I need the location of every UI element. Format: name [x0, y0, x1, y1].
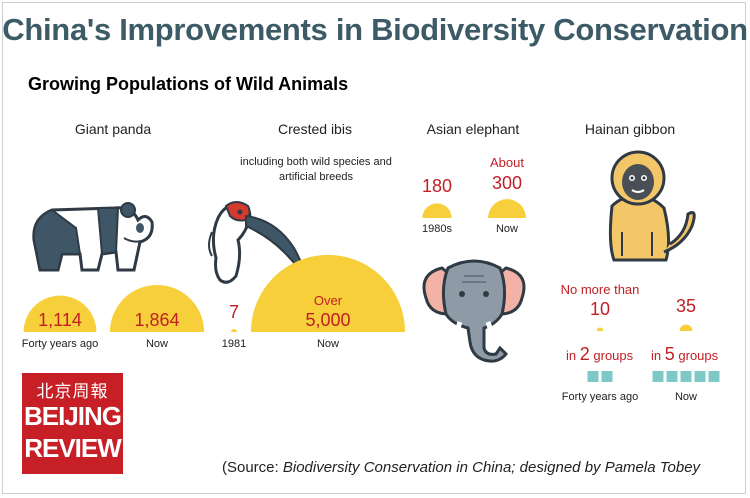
source-italic: Biodiversity Conservation in China; desi… [282, 459, 701, 476]
gibbon-period-then: Forty years ago [561, 391, 639, 403]
gibbon-group-square-then [601, 371, 613, 382]
animal-name-giant-panda: Giant panda [74, 121, 152, 137]
semicircle-asian-elephant-now [488, 199, 526, 218]
gibbon-groups-then-count: 2 [579, 344, 590, 364]
ibis-period-now: Now [316, 338, 340, 350]
elephant-period-then: 1980s [422, 223, 452, 235]
semicircle-giant-panda-then [23, 295, 97, 332]
gibbon-icon [608, 150, 696, 262]
semicircle-hainan-gibbon-then [596, 327, 604, 331]
gibbon-groups-then-in: in [566, 348, 577, 363]
logo-line2: REVIEW [24, 433, 122, 463]
elephant-value-then: 180 [421, 176, 453, 196]
gibbon-groups-now-count: 5 [664, 344, 675, 364]
gibbon-group-square-now [680, 371, 692, 382]
gibbon-prefix-then: No more than [560, 282, 640, 297]
gibbon-group-square-now [666, 371, 678, 382]
gibbon-groups-now: in 5 groups [651, 344, 718, 365]
semicircle-crested-ibis-now [250, 254, 406, 332]
chart-subtitle: Growing Populations of Wild Animals [28, 74, 349, 94]
gibbon-group-square-now [694, 371, 706, 382]
beijing-review-logo: 北京周報 BEIJING REVIEW [22, 373, 123, 474]
source-prefix: (Source: [222, 459, 283, 476]
gibbon-groups-now-word: groups [678, 348, 719, 363]
gibbon-groups-now-in: in [651, 348, 662, 363]
gibbon-value-then: 10 [589, 299, 611, 319]
elephant-prefix-now: About [490, 155, 524, 170]
semicircle-crested-ibis-then [231, 329, 237, 332]
logo-line1: BEIJING [23, 401, 122, 431]
ibis-note: including both wild species and artifici… [240, 156, 392, 183]
semicircle-giant-panda-now [109, 284, 205, 332]
semicircle-hainan-gibbon-now [679, 324, 693, 331]
elephant-icon [422, 259, 526, 363]
animal-name-asian-elephant: Asian elephant [426, 121, 520, 137]
ibis-icon [208, 201, 309, 284]
source-credit: (Source: Biodiversity Conservation in Ch… [222, 459, 700, 476]
panda-icon [32, 202, 154, 272]
gibbon-group-square-then [587, 371, 599, 382]
semicircle-asian-elephant-then [422, 203, 452, 218]
elephant-period-now: Now [495, 223, 519, 235]
ibis-period-then: 1981 [221, 338, 247, 350]
animal-name-hainan-gibbon: Hainan gibbon [584, 121, 676, 137]
panda-period-now: Now [145, 338, 169, 350]
gibbon-groups-then: in 2 groups [566, 344, 633, 365]
gibbon-period-now: Now [674, 391, 698, 403]
elephant-value-now: 300 [491, 173, 523, 193]
panda-value-then: 1,114 [38, 310, 82, 330]
logo-chinese-text: 北京周報 [36, 382, 109, 402]
panda-period-then: Forty years ago [21, 338, 99, 350]
ibis-value-then: 7 [228, 302, 240, 322]
ibis-value-now: 5,000 [305, 310, 351, 330]
gibbon-group-square-now [652, 371, 664, 382]
animal-name-crested-ibis: Crested ibis [278, 121, 352, 137]
panda-value-now: 1,864 [134, 310, 180, 330]
ibis-prefix-now: Over [313, 293, 343, 308]
gibbon-groups-then-word: groups [593, 348, 634, 363]
gibbon-group-square-now [708, 371, 720, 382]
gibbon-value-now: 35 [675, 296, 697, 316]
page-title: China's Improvements in Biodiversity Con… [2, 12, 748, 47]
